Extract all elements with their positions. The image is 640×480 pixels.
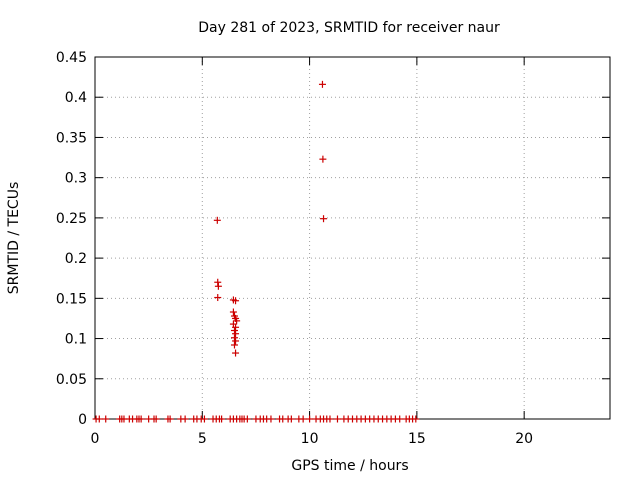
data-point <box>230 334 238 342</box>
x-tick-label: 5 <box>198 431 207 447</box>
data-point <box>299 415 307 423</box>
plot-frame <box>94 56 611 420</box>
data-point <box>166 415 174 423</box>
data-point <box>233 317 241 325</box>
y-tick-label: 0.25 <box>56 211 87 227</box>
data-point <box>95 415 103 423</box>
y-tick-label: 0.45 <box>56 50 87 66</box>
data-point <box>326 415 334 423</box>
y-tick-label: 0.4 <box>65 90 87 106</box>
data-point <box>214 294 222 302</box>
data-point <box>396 415 404 423</box>
data-point <box>232 297 240 305</box>
data-point <box>102 415 110 423</box>
y-tick-label: 0.1 <box>65 332 87 348</box>
data-point <box>243 415 251 423</box>
data-point <box>230 341 238 349</box>
y-tick-label: 0.05 <box>56 372 87 388</box>
data-point <box>152 415 160 423</box>
x-tick-label: 15 <box>408 431 426 447</box>
x-axis-ticks: 0 5 10 15 20 <box>91 57 533 447</box>
data-point <box>232 323 240 331</box>
data-point <box>333 415 341 423</box>
data-point <box>287 415 295 423</box>
y-tick-label: 0.2 <box>65 251 87 267</box>
data-points <box>92 80 420 423</box>
data-point <box>213 216 221 224</box>
data-point <box>229 308 237 316</box>
x-tick-label: 0 <box>91 431 100 447</box>
y-axis-title: SRMTID / TECUs <box>6 182 22 295</box>
y-axis-ticks: 0 0.05 0.1 0.15 0.2 0.25 0.3 0.35 0.4 0.45 <box>56 50 610 428</box>
x-tick-label: 20 <box>515 431 533 447</box>
data-point <box>267 415 275 423</box>
data-point <box>412 415 420 423</box>
data-point <box>319 155 327 163</box>
data-point <box>232 349 240 357</box>
data-point <box>137 415 145 423</box>
data-point <box>318 80 326 88</box>
x-tick-label: 10 <box>301 431 319 447</box>
data-point <box>200 415 208 423</box>
y-tick-label: 0.15 <box>56 291 87 307</box>
data-point <box>218 415 226 423</box>
data-point <box>214 282 222 290</box>
data-point <box>214 278 222 286</box>
y-tick-label: 0.3 <box>65 171 87 187</box>
grid-lines <box>95 57 610 419</box>
y-tick-label: 0.35 <box>56 130 87 146</box>
data-point <box>230 327 238 335</box>
x-axis-title: GPS time / hours <box>291 458 408 474</box>
data-point <box>181 415 189 423</box>
data-point <box>232 337 240 345</box>
y-tick-label: 0 <box>78 412 87 428</box>
data-point <box>232 330 240 338</box>
chart-title: Day 281 of 2023, SRMTID for receiver nau… <box>198 20 500 36</box>
data-point <box>320 215 328 223</box>
data-point <box>306 415 314 423</box>
